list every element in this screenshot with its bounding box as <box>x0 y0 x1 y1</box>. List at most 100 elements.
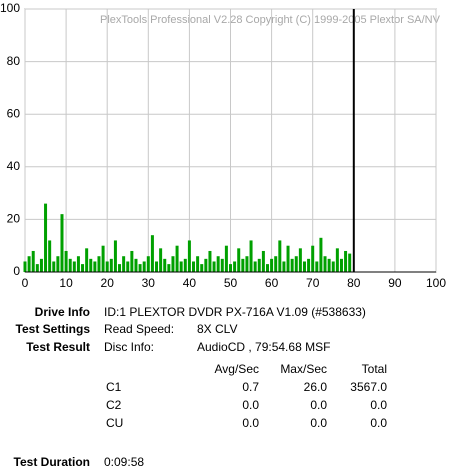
bar <box>44 203 48 272</box>
x-tick-label: 50 <box>224 276 238 290</box>
bar <box>105 261 109 272</box>
bar <box>35 264 39 272</box>
bar <box>130 250 134 272</box>
bar <box>270 258 274 272</box>
value: ID:1 PLEXTOR DVDR PX-716A V1.09 (#538633… <box>104 305 366 319</box>
bar <box>290 258 294 272</box>
x-tick-label: 40 <box>183 276 197 290</box>
cell: 0.7 <box>242 380 259 394</box>
cell: 0.0 <box>310 398 327 412</box>
bar <box>167 264 171 272</box>
bar <box>294 256 298 272</box>
bar <box>126 261 130 272</box>
bar <box>64 250 68 272</box>
value: 0:09:58 <box>104 455 144 469</box>
bar <box>298 248 302 272</box>
x-tick-label: 10 <box>59 276 73 290</box>
x-tick-label: 80 <box>347 276 361 290</box>
bar <box>220 258 224 272</box>
bar <box>245 256 249 272</box>
x-tick-label: 100 <box>426 276 446 290</box>
bar <box>89 258 93 272</box>
bar <box>171 256 175 272</box>
watermark: PlexTools Professional V2.28 Copyright (… <box>100 14 441 26</box>
bar <box>339 258 343 272</box>
bar <box>31 250 35 272</box>
bar <box>261 250 265 272</box>
y-tick-label: 80 <box>7 54 21 68</box>
label: Test Settings <box>16 322 91 336</box>
cell: 0.0 <box>370 416 387 430</box>
bar <box>56 256 60 272</box>
x-tick-label: 20 <box>101 276 115 290</box>
label: Read Speed: <box>104 322 174 336</box>
bar <box>183 258 187 272</box>
x-tick-label: 70 <box>306 276 320 290</box>
bar <box>241 258 245 272</box>
bar <box>72 261 76 272</box>
y-tick-label: 0 <box>13 264 20 278</box>
bar <box>237 248 241 272</box>
bar <box>52 261 56 272</box>
cell: 0.0 <box>242 416 259 430</box>
bar <box>204 258 208 272</box>
bar <box>208 250 212 272</box>
bar <box>159 248 163 272</box>
x-tick-label: 60 <box>265 276 279 290</box>
y-tick-label: 40 <box>7 159 21 173</box>
bar <box>23 261 27 272</box>
value: 8X CLV <box>197 322 237 336</box>
bar <box>253 261 257 272</box>
bar <box>282 261 286 272</box>
label: Drive Info <box>35 305 90 319</box>
bar <box>200 264 204 272</box>
bar <box>229 264 232 272</box>
bar <box>76 256 80 272</box>
bar <box>163 258 167 272</box>
bar <box>302 261 306 272</box>
bar <box>101 245 105 272</box>
bar <box>286 245 290 272</box>
bar <box>257 258 261 272</box>
x-tick-label: 90 <box>388 276 402 290</box>
bar <box>48 240 52 272</box>
column-header: Avg/Sec <box>215 362 259 376</box>
row-label: CU <box>106 416 123 430</box>
bar <box>348 253 352 272</box>
bar <box>327 258 331 272</box>
bar <box>344 250 348 272</box>
label: Test Duration <box>14 455 90 469</box>
bar <box>93 261 97 272</box>
bar <box>216 256 220 272</box>
bar <box>146 256 150 272</box>
bar <box>196 256 200 272</box>
bar <box>331 261 335 272</box>
row-label: C2 <box>106 398 122 412</box>
bar <box>335 248 339 272</box>
bar <box>179 261 183 272</box>
cell: 3567.0 <box>350 380 387 394</box>
bar <box>212 261 216 272</box>
bar <box>192 261 196 272</box>
bar <box>323 256 327 272</box>
bar <box>81 264 85 272</box>
bar <box>274 256 278 272</box>
bar <box>97 256 101 272</box>
bar <box>138 264 142 272</box>
bar <box>155 261 159 272</box>
column-header: Max/Sec <box>280 362 327 376</box>
bar <box>311 245 315 272</box>
cell: 0.0 <box>310 416 327 430</box>
bar <box>315 261 319 272</box>
cell: 0.0 <box>370 398 387 412</box>
label: Disc Info: <box>104 340 154 354</box>
x-tick-label: 0 <box>22 276 29 290</box>
y-tick-label: 20 <box>7 212 21 226</box>
bar <box>85 248 89 272</box>
x-tick-label: 30 <box>142 276 156 290</box>
label: Test Result <box>26 340 90 354</box>
bar <box>249 240 253 272</box>
bar <box>68 258 72 272</box>
